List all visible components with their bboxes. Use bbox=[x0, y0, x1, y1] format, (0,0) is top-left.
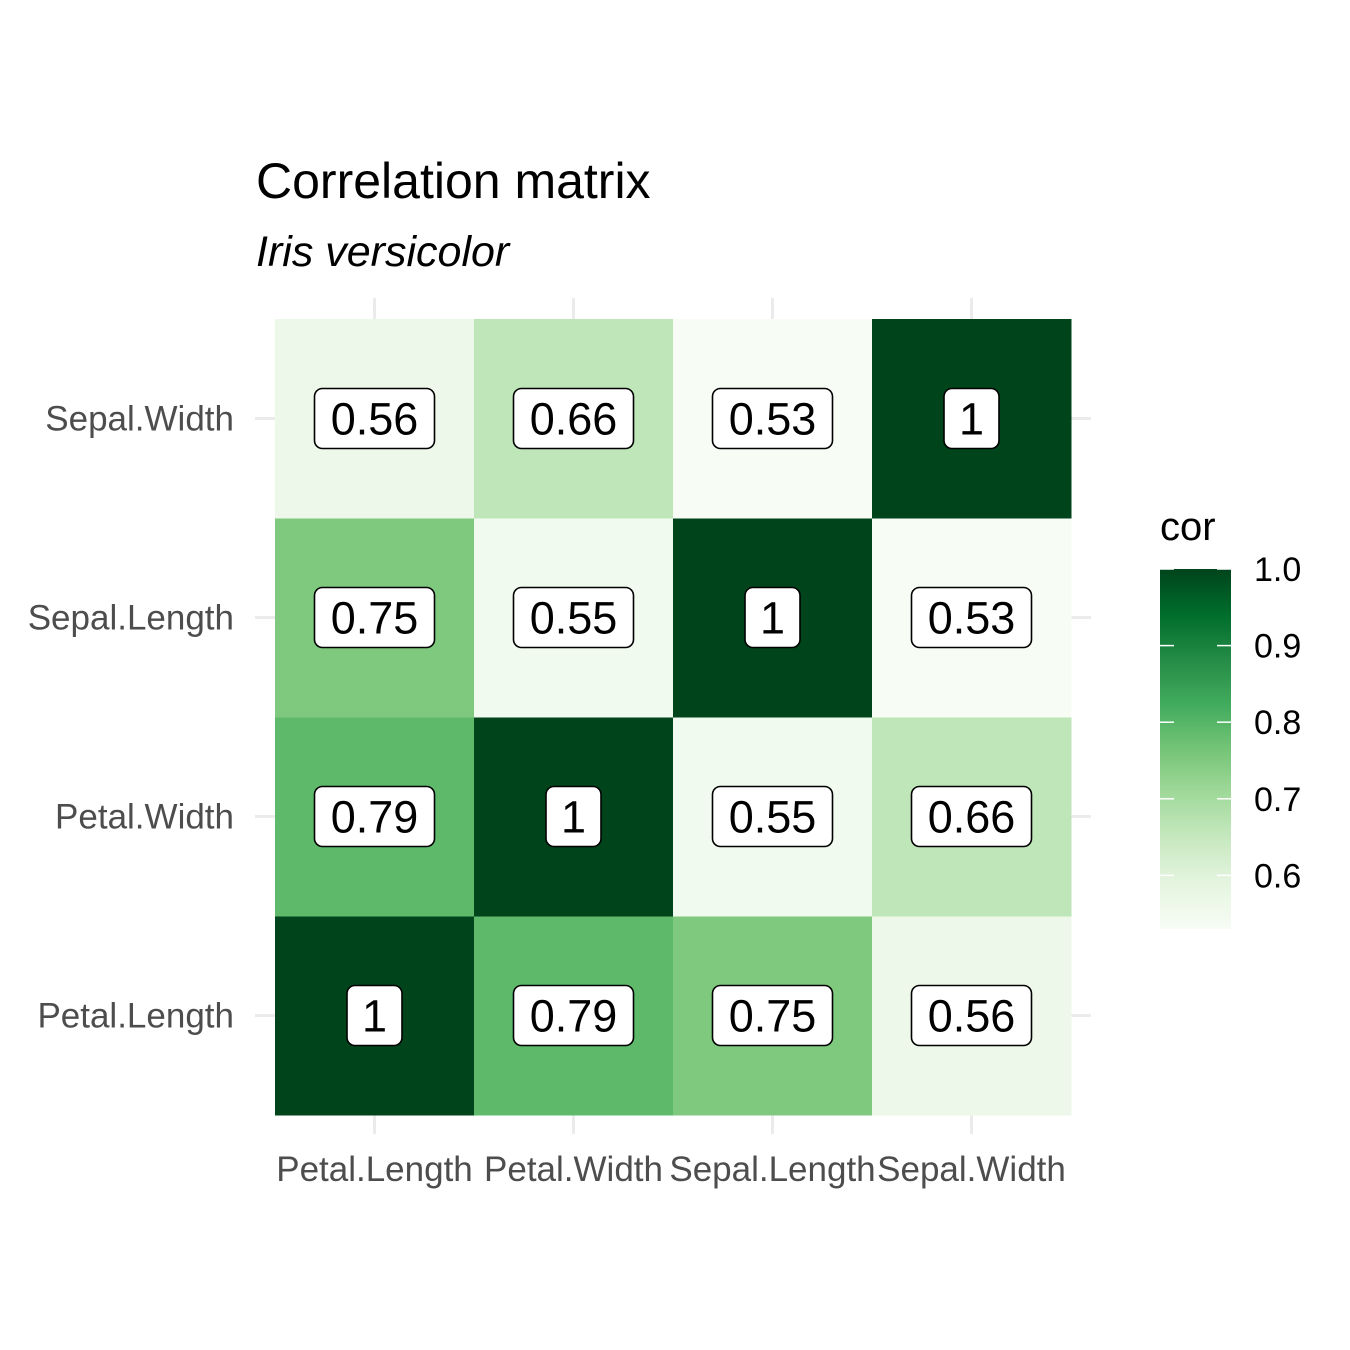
y-tick-label: Petal.Length bbox=[37, 997, 234, 1036]
cell-label: 0.53 bbox=[729, 394, 817, 445]
cell-label: 0.75 bbox=[331, 593, 419, 644]
cell-label-box bbox=[711, 785, 834, 848]
cell-labels: 1 0.79 0.75 0.56 0.79 1 0.55 0.66 0.75 0.55 1 0.53 0… bbox=[313, 387, 1033, 1047]
cell-label: 0.56 bbox=[331, 394, 419, 445]
cell-label-box bbox=[910, 984, 1033, 1047]
cell-label: 1 bbox=[561, 792, 586, 843]
cell-label-box bbox=[744, 586, 801, 649]
chart-subtitle: Iris versicolor bbox=[256, 228, 511, 276]
legend-title: cor bbox=[1160, 505, 1216, 549]
cell-label: 0.75 bbox=[729, 991, 817, 1042]
cell-label-box bbox=[711, 984, 834, 1047]
legend-tick-label: 0.9 bbox=[1254, 628, 1301, 666]
chart-title: Correlation matrix bbox=[256, 153, 651, 209]
y-tick-label: Sepal.Width bbox=[45, 400, 234, 439]
cell-label: 0.66 bbox=[928, 792, 1016, 843]
cell-label: 0.79 bbox=[331, 792, 419, 843]
x-axis: Petal.Length Petal.Width Sepal.Length Sepal… bbox=[276, 1150, 1066, 1189]
cell-label-box bbox=[910, 586, 1033, 649]
x-tick-label: Sepal.Length bbox=[669, 1150, 875, 1189]
legend-tick-label: 0.8 bbox=[1254, 704, 1301, 742]
cell-label-box bbox=[943, 387, 1000, 450]
cell-label-box bbox=[512, 984, 635, 1047]
cell-label: 0.79 bbox=[530, 991, 618, 1042]
y-tick-label: Petal.Width bbox=[55, 798, 234, 837]
x-tick-label: Petal.Width bbox=[484, 1150, 663, 1189]
legend-tick-label: 0.6 bbox=[1254, 857, 1301, 895]
cell-label-box bbox=[313, 785, 436, 848]
cell-label: 0.55 bbox=[729, 792, 817, 843]
cell-label-box bbox=[313, 586, 436, 649]
x-tick-label: Sepal.Width bbox=[877, 1150, 1066, 1189]
cell-label: 1 bbox=[362, 991, 387, 1042]
cell-label: 0.56 bbox=[928, 991, 1016, 1042]
cell-label: 1 bbox=[959, 394, 984, 445]
cell-label-box bbox=[910, 785, 1033, 848]
x-tick-label: Petal.Length bbox=[276, 1150, 473, 1189]
legend-tick-label: 1.0 bbox=[1254, 551, 1301, 589]
y-tick-label: Sepal.Length bbox=[28, 599, 234, 638]
cell-label-box bbox=[545, 785, 602, 848]
cell-label-box bbox=[512, 586, 635, 649]
cell-label: 1 bbox=[760, 593, 785, 644]
cell-label-box bbox=[346, 984, 403, 1047]
legend-tick-label: 0.7 bbox=[1254, 781, 1301, 819]
y-axis: Petal.Length Petal.Width Sepal.Length Sepal… bbox=[28, 400, 234, 1036]
cell-label: 0.55 bbox=[530, 593, 618, 644]
cell-label-box bbox=[711, 387, 834, 450]
cell-label: 0.53 bbox=[928, 593, 1016, 644]
cell-label-box bbox=[512, 387, 635, 450]
cell-label: 0.66 bbox=[530, 394, 618, 445]
cell-label-box bbox=[313, 387, 436, 450]
color-legend: cor 1.0 0.9 0.8 0.7 0.6 bbox=[1160, 505, 1301, 929]
legend-color-bar bbox=[1160, 569, 1231, 929]
